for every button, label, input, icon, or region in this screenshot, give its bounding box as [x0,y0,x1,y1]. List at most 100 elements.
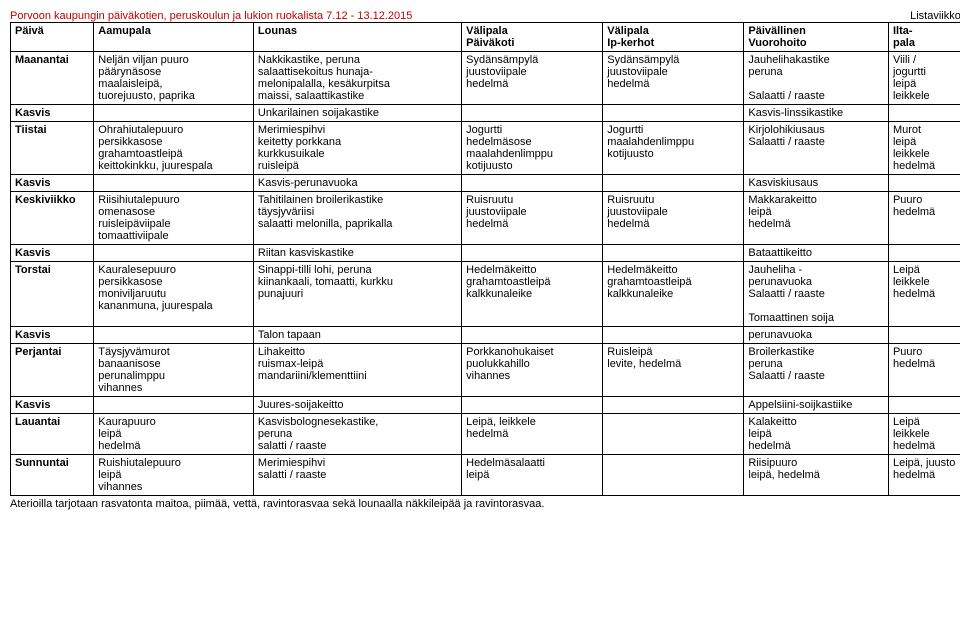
table-cell: Kasvis [11,327,94,344]
table-row: Kasvis Kasvis-perunavuoka Kasviskiusaus [11,175,960,192]
table-cell [94,327,254,344]
table-cell: Kasvis-linssikastike [744,105,889,122]
table-cell: Riisipuuroleipä, hedelmä [744,455,889,496]
table-cell [94,175,254,192]
table-cell: Jogurttimaalahdenlimppukotijuusto [603,122,744,175]
table-cell: Appelsiini-soijkastiike [744,397,889,414]
table-cell [462,327,603,344]
column-header: PäivällinenVuorohoito [744,23,889,52]
table-cell: BroilerkastikeperunaSalaatti / raaste [744,344,889,397]
table-cell [603,455,744,496]
table-cell [603,105,744,122]
table-cell [94,245,254,262]
table-cell [462,397,603,414]
column-header: VälipalaIp-kerhot [603,23,744,52]
table-cell [888,105,960,122]
table-cell: Ruisruutujuustoviipalehedelmä [603,192,744,245]
table-cell [603,327,744,344]
column-header: Ilta-pala [888,23,960,52]
table-cell: Leipä, juustohedelmä [888,455,960,496]
table-cell: KirjolohikiusausSalaatti / raaste [744,122,889,175]
table-cell: Merimiespihvisalatti / raaste [253,455,461,496]
table-cell: Leipäleikkelehedelmä [888,414,960,455]
table-cell: Kalakeittoleipähedelmä [744,414,889,455]
table-body: MaanantaiNeljän viljan puuropäärynäsosem… [11,52,960,496]
table-row: KasvisJuures-soijakeittoAppelsiini-soijk… [11,397,960,414]
table-cell: JauhelihakastikeperunaSalaatti / raaste [744,52,889,105]
table-cell [603,245,744,262]
column-header: VälipalaPäiväkoti [462,23,603,52]
table-row: Kasvis Unkarilainen soijakastike Kasvis-li… [11,105,960,122]
table-cell: Leipäleikkelehedelmä [888,262,960,327]
table-row: TiistaiOhrahiutalepuuropersikkasosegraha… [11,122,960,175]
footer-note: Aterioilla tarjotaan rasvatonta maitoa, … [10,498,960,510]
table-cell: Kasviskiusaus [744,175,889,192]
table-cell [462,105,603,122]
table-cell: Jogurttihedelmäsosemaalahdenlimppukotiju… [462,122,603,175]
table-cell [603,175,744,192]
table-cell: Perjantai [11,344,94,397]
table-cell: Porkkanohukaisetpuolukkahillovihannes [462,344,603,397]
table-row: Kasvis Riitan kasviskastike Bataattikeitto [11,245,960,262]
table-cell: Torstai [11,262,94,327]
table-cell [94,105,254,122]
table-cell: Sinappi-tilli lohi, perunakiinankaali, t… [253,262,461,327]
table-row: LauantaiKaurapuuroleipähedelmäKasvisbolo… [11,414,960,455]
column-header: Lounas [253,23,461,52]
table-cell: Tiistai [11,122,94,175]
table-cell: Unkarilainen soijakastike [253,105,461,122]
table-cell [888,327,960,344]
table-row: MaanantaiNeljän viljan puuropäärynäsosem… [11,52,960,105]
table-cell: Maanantai [11,52,94,105]
table-cell: Kasvis [11,105,94,122]
column-header: Aamupala [94,23,254,52]
table-cell: Sunnuntai [11,455,94,496]
table-cell: Sydänsämpyläjuustoviipalehedelmä [603,52,744,105]
table-cell [462,175,603,192]
table-cell: Neljän viljan puuropäärynäsosemaalaislei… [94,52,254,105]
table-cell: Ruisleipälevite, hedelmä [603,344,744,397]
table-header: PäiväAamupalaLounasVälipalaPäiväkotiVäli… [11,23,960,52]
table-cell: Kauralesepuuropersikkasosemoniviljaruutu… [94,262,254,327]
table-cell: Makkarakeittoleipähedelmä [744,192,889,245]
table-cell [888,245,960,262]
table-cell [888,397,960,414]
table-cell: Ruishiutalepuuroleipävihannes [94,455,254,496]
table-cell: Kasvis-perunavuoka [253,175,461,192]
table-cell: Keskiviikko [11,192,94,245]
table-cell: Kasvisbolognesekastike,perunasalatti / r… [253,414,461,455]
table-cell: Riitan kasviskastike [253,245,461,262]
table-cell: Murotleipäleikkelehedelmä [888,122,960,175]
table-cell: Viili /jogurttileipäleikkele [888,52,960,105]
table-cell: Merimiespihvikeitetty porkkanakurkkusuik… [253,122,461,175]
table-row: PerjantaiTäysjyvämurotbanaanisoseperunal… [11,344,960,397]
table-cell: Bataattikeitto [744,245,889,262]
table-row: SunnuntaiRuishiutalepuuroleipävihannesMe… [11,455,960,496]
table-cell [603,414,744,455]
table-cell [888,175,960,192]
table-cell [462,245,603,262]
table-cell: Puurohedelmä [888,344,960,397]
table-cell: Nakkikastike, perunasalaattisekoitus hun… [253,52,461,105]
table-cell: Tahitilainen broilerikastiketäysjyväriis… [253,192,461,245]
table-cell: Leipä, leikkelehedelmä [462,414,603,455]
table-cell: Ohrahiutalepuuropersikkasosegrahamtoastl… [94,122,254,175]
table-cell [603,397,744,414]
week-label: Listaviikko 6 [910,10,960,22]
table-cell [94,397,254,414]
table-cell: Sydänsämpyläjuustoviipalehedelmä [462,52,603,105]
table-cell: Kasvis [11,175,94,192]
table-cell: Täysjyvämurotbanaanisoseperunalimppuviha… [94,344,254,397]
table-cell: Juures-soijakeitto [253,397,461,414]
table-cell: Kaurapuuroleipähedelmä [94,414,254,455]
table-row: TorstaiKauralesepuuropersikkasosemonivil… [11,262,960,327]
table-cell: Hedelmäkeittograhamtoastleipäkalkkunalei… [462,262,603,327]
page-title: Porvoon kaupungin päiväkotien, peruskoul… [10,10,412,22]
table-cell: perunavuoka [744,327,889,344]
table-cell: Hedelmäsalaattileipä [462,455,603,496]
table-cell: Lauantai [11,414,94,455]
table-cell: Kasvis [11,245,94,262]
column-header: Päivä [11,23,94,52]
table-cell: Jauheliha -perunavuokaSalaatti / raasteT… [744,262,889,327]
menu-table: PäiväAamupalaLounasVälipalaPäiväkotiVäli… [10,22,960,496]
